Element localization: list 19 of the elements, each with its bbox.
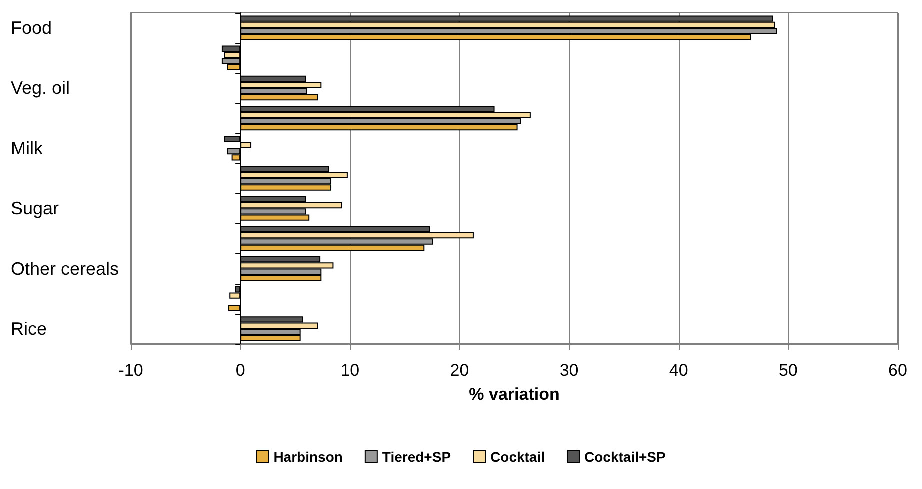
x-axis-title: % variation <box>469 385 560 404</box>
y-tick-label: Other cereals <box>11 258 120 279</box>
legend-label: Tiered+SP <box>382 449 452 465</box>
y-tick-label: Rice <box>11 318 48 339</box>
y-tick-label: Food <box>11 18 52 38</box>
x-tick-label: -10 <box>118 361 144 380</box>
x-tick-label: 40 <box>669 361 688 380</box>
legend-label: Cocktail <box>490 449 545 465</box>
x-tick-label: 60 <box>888 361 908 380</box>
legend-label: Harbinson <box>274 449 343 465</box>
y-tick-label: Veg. oil <box>11 78 70 98</box>
x-tick-label: 50 <box>778 361 798 380</box>
x-tick-label: 20 <box>450 361 470 380</box>
x-tick-label: 10 <box>340 361 360 380</box>
y-tick-label: Sugar <box>11 198 60 219</box>
x-tick-label: 30 <box>560 361 579 380</box>
y-tick-label: Milk <box>11 138 44 158</box>
x-tick-label: 0 <box>236 361 246 380</box>
legend-label: Cocktail+SP <box>584 449 666 465</box>
